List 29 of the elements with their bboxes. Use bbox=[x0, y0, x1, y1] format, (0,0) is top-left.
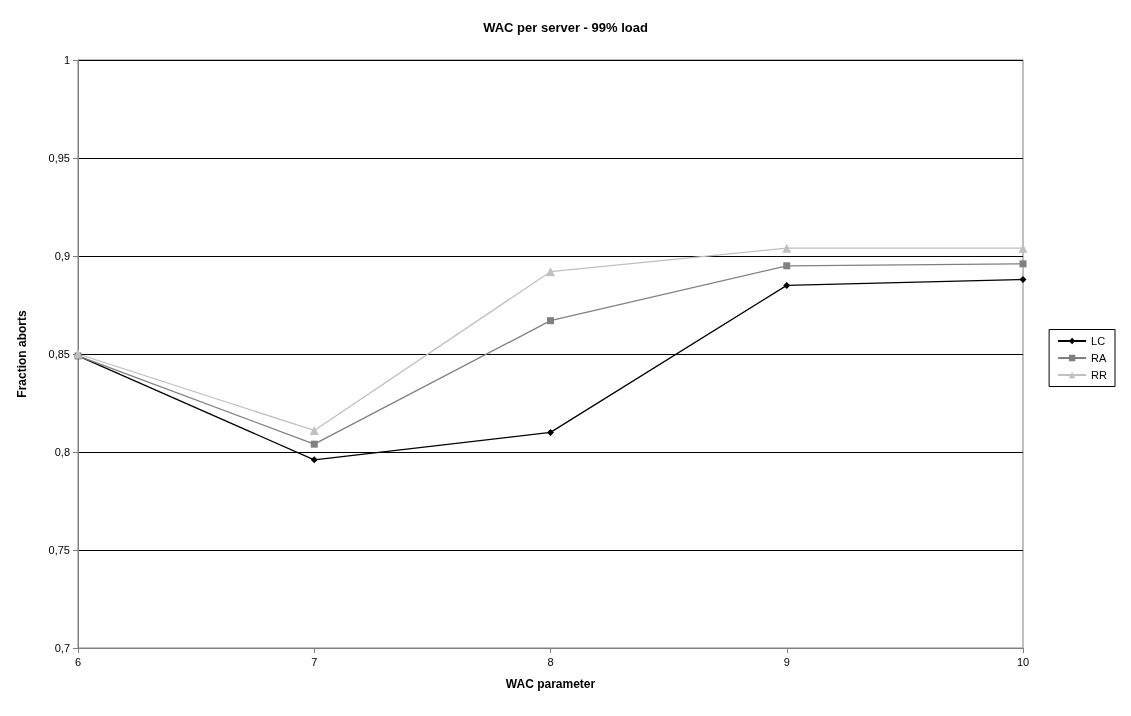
point bbox=[1019, 276, 1027, 284]
point bbox=[310, 440, 318, 448]
y-tick-label: 0,85 bbox=[48, 348, 70, 360]
point bbox=[783, 281, 791, 289]
point bbox=[547, 428, 554, 436]
x-tick-label: 7 bbox=[311, 655, 318, 668]
point bbox=[547, 317, 554, 325]
x-axis-title: WAC parameter bbox=[505, 677, 596, 691]
x-tick-label: 9 bbox=[783, 655, 790, 668]
y-tick-label: 0,75 bbox=[48, 544, 70, 556]
legend-label: RA bbox=[1091, 352, 1108, 364]
point bbox=[309, 425, 319, 435]
legend-label: LC bbox=[1091, 335, 1106, 347]
y-tick-label: 0,7 bbox=[54, 642, 70, 654]
y-tick-label: 1 bbox=[63, 54, 70, 66]
point bbox=[782, 243, 792, 253]
point bbox=[310, 456, 318, 464]
y-axis-title: Fraction aborts bbox=[15, 310, 29, 398]
point bbox=[1019, 260, 1027, 268]
x-tick-label: 6 bbox=[74, 655, 82, 668]
y-tick-label: 0,9 bbox=[54, 250, 70, 262]
point bbox=[546, 267, 555, 277]
legend-label: RR bbox=[1091, 369, 1108, 381]
chart-title: WAC per server - 99% load bbox=[483, 20, 648, 35]
x-tick-label: 8 bbox=[547, 655, 554, 668]
y-tick-label: 0,95 bbox=[48, 152, 70, 164]
x-tick-label: 10 bbox=[1016, 655, 1030, 668]
y-tick-label: 0,8 bbox=[54, 446, 70, 458]
point bbox=[783, 262, 791, 270]
